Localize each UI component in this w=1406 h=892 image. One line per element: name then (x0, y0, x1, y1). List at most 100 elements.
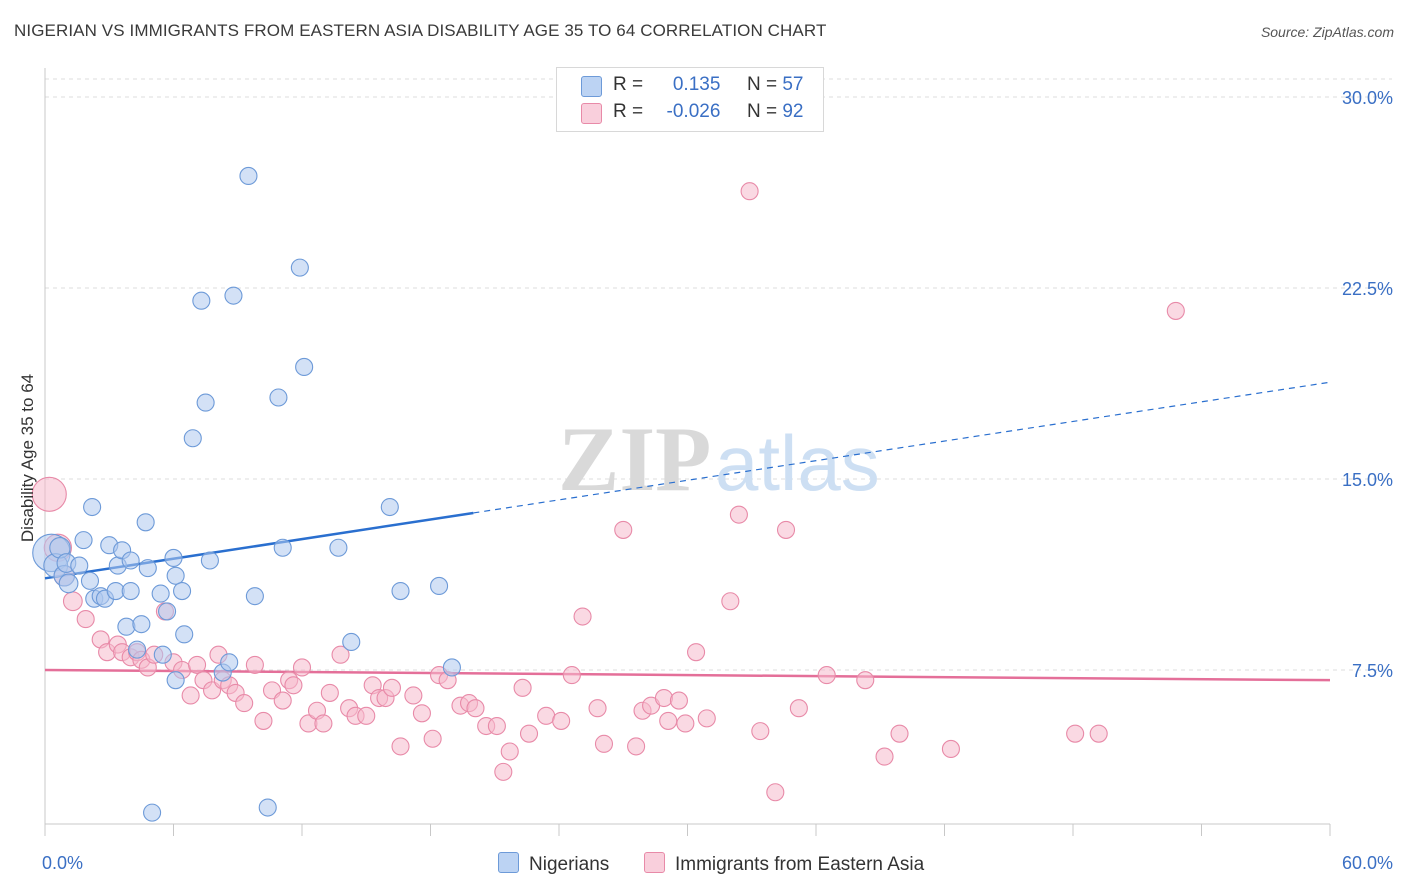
eastern-asia-point (1066, 724, 1085, 743)
eastern-asia-point (740, 182, 759, 201)
eastern-asia-point (391, 737, 410, 756)
eastern-asia-point (676, 714, 695, 733)
nigerian-point (166, 566, 185, 585)
eastern-asia-point (500, 742, 519, 761)
legend-n-label: N = (746, 74, 778, 95)
nigerian-point (164, 548, 183, 567)
nigerian-point (380, 497, 399, 517)
y-tick-label: 15.0% (1342, 470, 1393, 490)
nigerian-trend-extension (473, 381, 1331, 514)
eastern-asia-point (382, 678, 402, 697)
source-note: Source: ZipAtlas.com (1260, 24, 1394, 40)
y-tick-label: 7.5% (1352, 661, 1393, 681)
eastern-asia-point (254, 711, 273, 730)
legend-swatch-nigerians (581, 76, 602, 97)
x-tick-label-min: 0.0% (42, 853, 83, 873)
eastern-asia-point (856, 671, 875, 690)
eastern-asia-point (766, 783, 785, 802)
nigerian-point (295, 357, 314, 376)
y-tick-label: 22.5% (1342, 279, 1393, 299)
watermark-zip: ZIP (558, 408, 711, 510)
nigerian-point (80, 571, 100, 590)
nigerian-point (166, 671, 185, 690)
nigerian-point (391, 582, 410, 601)
y-axis-label: Disability Age 35 to 64 (18, 373, 37, 543)
eastern-asia-point (519, 724, 539, 743)
legend-r-value: -0.026 (666, 101, 721, 122)
legend-n-value: 57 (782, 74, 804, 95)
legend-r-label: R = (613, 101, 644, 122)
nigerian-point (121, 582, 140, 601)
legend-n-label: N = (746, 101, 778, 122)
eastern-asia-point (562, 666, 581, 685)
eastern-asia-point (412, 704, 431, 723)
nigerian-point (430, 576, 449, 596)
eastern-asia-point (537, 706, 556, 725)
legend-r-value: 0.135 (672, 74, 721, 95)
nigerian-point (158, 602, 177, 621)
nigerian-point (239, 166, 258, 185)
eastern-asia-point (687, 643, 706, 662)
nigerian-point (245, 587, 264, 606)
nigerian-point (74, 531, 93, 550)
eastern-asia-point (552, 711, 571, 730)
eastern-asia-point (654, 688, 673, 708)
eastern-asia-point (188, 655, 207, 674)
nigerian-point (200, 551, 219, 570)
eastern-asia-trend-line (44, 668, 1331, 682)
eastern-asia-point (331, 645, 350, 664)
bottom-legend-label-nigerians: Nigerians (529, 854, 610, 875)
legend-swatch-eastern-asia (581, 103, 602, 124)
nigerian-point (83, 497, 102, 517)
eastern-asia-point (404, 686, 423, 705)
eastern-asia-point (494, 762, 513, 781)
eastern-asia-point (513, 678, 532, 697)
nigerian-point (175, 625, 194, 644)
nigerian-point (153, 645, 172, 664)
bottom-legend-swatch-eastern-asia (644, 852, 665, 873)
eastern-asia-point (627, 737, 646, 756)
nigerian-point (258, 798, 277, 817)
eastern-asia-point (423, 729, 442, 748)
nigerian-point (290, 258, 309, 277)
eastern-asia-point (62, 591, 83, 612)
eastern-asia-point (292, 658, 312, 677)
x-tick-label-max: 60.0% (1342, 853, 1393, 873)
eastern-asia-point (729, 505, 748, 524)
eastern-asia-point (789, 699, 808, 718)
nigerian-point (342, 632, 361, 652)
nigerian-point (192, 291, 211, 310)
eastern-asia-point (273, 691, 292, 710)
nigerian-point (70, 556, 89, 575)
watermark-atlas: atlas (715, 419, 880, 507)
nigerian-point (121, 551, 140, 570)
eastern-asia-point (181, 686, 200, 705)
eastern-asia-point (875, 747, 894, 766)
stats-legend: R = 0.135 N = 57 R = -0.026 N = 92 (556, 67, 824, 132)
eastern-asia-point (31, 476, 67, 512)
legend-n-value: 92 (782, 101, 804, 122)
nigerian-point (329, 538, 348, 557)
eastern-asia-point (235, 694, 254, 713)
eastern-asia-point (588, 699, 607, 718)
nigerian-point (269, 388, 288, 407)
chart-title: NIGERIAN VS IMMIGRANTS FROM EASTERN ASIA… (14, 21, 827, 40)
eastern-asia-point (659, 711, 678, 730)
eastern-asia-point (776, 520, 796, 539)
bottom-legend-label-eastern-asia: Immigrants from Eastern Asia (675, 854, 925, 875)
nigerian-point (183, 429, 202, 448)
eastern-asia-point (245, 655, 264, 674)
eastern-asia-point (1166, 301, 1185, 320)
eastern-asia-point (890, 724, 909, 743)
nigerian-point (224, 286, 243, 305)
eastern-asia-point (941, 739, 960, 758)
nigerian-point (273, 538, 292, 557)
eastern-asia-point (76, 610, 95, 629)
nigerian-point (58, 573, 79, 594)
eastern-asia-point (614, 520, 633, 539)
nigerian-point (138, 559, 157, 578)
eastern-asia-point (697, 709, 716, 728)
bottom-legend-swatch-nigerians (498, 852, 519, 873)
nigerian-point (196, 393, 215, 412)
